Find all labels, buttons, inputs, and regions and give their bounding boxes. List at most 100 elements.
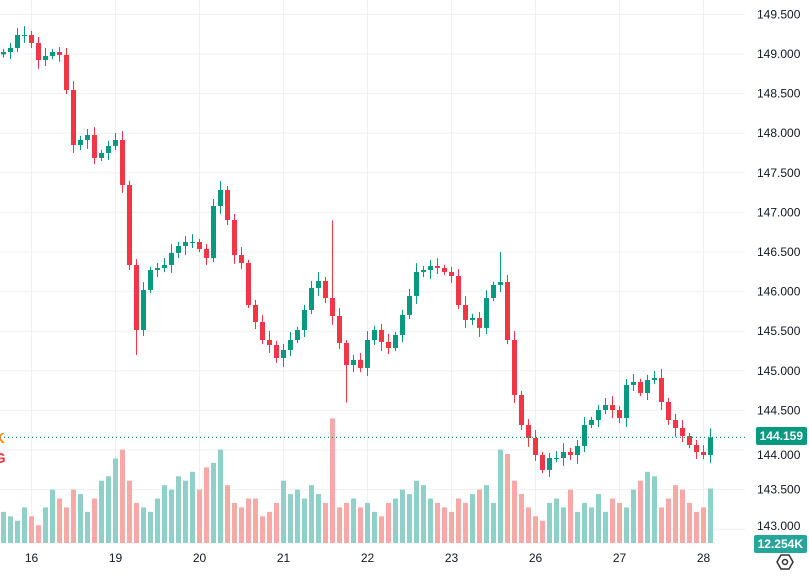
candle-body <box>92 135 97 158</box>
candle-body <box>78 140 83 146</box>
date-tick-label: 22 <box>361 551 375 565</box>
price-tick-label: 147.000 <box>757 205 801 219</box>
price-tick-label: 144.000 <box>757 448 801 462</box>
volume-bar <box>505 454 510 543</box>
volume-bar <box>568 489 573 543</box>
volume-bar <box>8 516 13 543</box>
price-tick-label: 145.500 <box>757 324 801 338</box>
candle-body <box>176 245 181 253</box>
date-tick-label: 19 <box>109 551 123 565</box>
volume-bar <box>288 494 293 543</box>
candle-body <box>260 322 265 340</box>
candle-body <box>127 184 132 265</box>
volume-bar <box>631 489 636 543</box>
candle-body <box>316 280 321 288</box>
volume-bar <box>204 467 209 543</box>
candle-body <box>519 394 524 425</box>
candle-body <box>64 54 69 90</box>
candle-body <box>302 309 307 331</box>
candle-body <box>246 263 251 305</box>
volume-bar <box>148 511 153 543</box>
candle-body <box>435 266 440 268</box>
volume-bar <box>470 494 475 543</box>
volume-bar <box>498 449 503 543</box>
volume-bar <box>547 502 552 543</box>
candle-body <box>428 266 433 270</box>
candle-body <box>22 34 27 36</box>
date-tick-label: 26 <box>529 551 543 565</box>
date-tick-label: 21 <box>277 551 291 565</box>
candle-body <box>568 451 573 455</box>
volume-bar <box>274 502 279 543</box>
volume-bar <box>701 507 706 543</box>
volume-bar <box>211 462 216 543</box>
candle-body <box>491 284 496 299</box>
volume-bar <box>232 502 237 543</box>
volume-bar <box>491 502 496 543</box>
price-tick-label: 146.500 <box>757 245 801 259</box>
volume-bar <box>694 511 699 543</box>
volume-bar <box>519 494 524 543</box>
candle-body <box>295 330 300 340</box>
candle-body <box>218 189 223 206</box>
volume-bar <box>309 485 314 543</box>
last-volume-badge: 12.254K <box>753 535 807 553</box>
volume-bar <box>379 516 384 543</box>
candle-body <box>43 55 48 61</box>
candle-body <box>547 457 552 470</box>
candle-body <box>50 52 55 56</box>
volume-bar <box>603 511 608 543</box>
candle-body <box>694 445 699 452</box>
candle-body <box>652 378 657 380</box>
volume-bar <box>169 489 174 543</box>
candle-body <box>281 349 286 358</box>
candle-body <box>575 445 580 455</box>
volume-bar <box>652 476 657 543</box>
volume-bar <box>617 502 622 543</box>
candle-body <box>106 145 111 153</box>
candle-body <box>673 419 678 428</box>
candle-body <box>463 304 468 320</box>
candle-body <box>470 317 475 320</box>
volume-bar <box>624 507 629 543</box>
candle-body <box>624 384 629 419</box>
volume-bar <box>99 480 104 543</box>
volume-bar <box>477 489 482 543</box>
volume-bar <box>64 507 69 543</box>
volume-bar <box>127 480 132 543</box>
candle-body <box>456 275 461 305</box>
date-tick-label: 20 <box>193 551 207 565</box>
last-price-badge: 144.159 <box>755 427 807 445</box>
candle-body <box>561 451 566 458</box>
candle-body <box>659 378 664 403</box>
volume-bar <box>29 516 34 543</box>
candle-body <box>414 271 419 296</box>
candle-body <box>57 52 62 55</box>
candle-body <box>540 454 545 470</box>
volume-bar <box>400 489 405 543</box>
candle-body <box>617 410 622 419</box>
candle-body <box>253 304 258 323</box>
candle-body <box>582 424 587 446</box>
date-tick-label: 27 <box>613 551 627 565</box>
volume-bar <box>176 476 181 543</box>
volume-bar <box>407 494 412 543</box>
candle-body <box>155 267 160 270</box>
candle-body <box>701 451 706 455</box>
volume-bar <box>344 502 349 543</box>
settings-icon[interactable] <box>775 552 795 572</box>
candle-body <box>351 359 356 366</box>
volume-bar <box>351 498 356 543</box>
price-tick-label: 145.000 <box>757 364 801 378</box>
volume-bar <box>358 507 363 543</box>
volume-bar <box>582 502 587 543</box>
candle-body <box>120 140 125 185</box>
candle-body <box>148 269 153 291</box>
volume-bar <box>15 520 20 543</box>
volume-bar <box>554 498 559 543</box>
volume-bar <box>680 489 685 543</box>
volume-bar <box>218 449 223 543</box>
volume-bar <box>435 502 440 543</box>
candle-body <box>393 335 398 348</box>
